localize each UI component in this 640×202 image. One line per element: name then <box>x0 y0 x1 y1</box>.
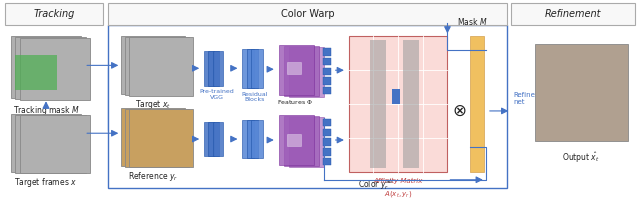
Text: Color $y_r^{ab}$: Color $y_r^{ab}$ <box>358 177 394 192</box>
FancyBboxPatch shape <box>323 48 331 56</box>
FancyBboxPatch shape <box>108 3 507 25</box>
Text: Target $x_t$: Target $x_t$ <box>135 98 171 111</box>
Text: $A(x_t, y_r)$: $A(x_t, y_r)$ <box>384 189 412 199</box>
FancyBboxPatch shape <box>121 108 185 166</box>
FancyBboxPatch shape <box>213 122 223 157</box>
FancyBboxPatch shape <box>125 109 189 167</box>
FancyBboxPatch shape <box>209 51 219 86</box>
FancyBboxPatch shape <box>129 109 193 167</box>
FancyBboxPatch shape <box>323 58 331 65</box>
FancyBboxPatch shape <box>323 77 331 85</box>
FancyBboxPatch shape <box>323 129 331 136</box>
Text: Affinity Matrix: Affinity Matrix <box>373 178 423 184</box>
FancyBboxPatch shape <box>470 36 484 172</box>
FancyBboxPatch shape <box>129 37 193 96</box>
FancyBboxPatch shape <box>15 37 86 99</box>
Text: Tracking mask $M$: Tracking mask $M$ <box>13 104 79 117</box>
Text: Reference $y_r$: Reference $y_r$ <box>128 170 178 183</box>
FancyBboxPatch shape <box>287 62 301 74</box>
FancyBboxPatch shape <box>125 37 189 95</box>
Text: $\otimes$: $\otimes$ <box>452 102 466 120</box>
FancyBboxPatch shape <box>289 117 324 167</box>
Text: Pre-trained
VGG: Pre-trained VGG <box>200 89 234 100</box>
FancyBboxPatch shape <box>243 120 253 158</box>
Text: Color Warp: Color Warp <box>281 9 334 19</box>
FancyBboxPatch shape <box>403 40 419 168</box>
FancyBboxPatch shape <box>349 36 447 172</box>
FancyBboxPatch shape <box>323 119 331 126</box>
FancyBboxPatch shape <box>121 36 185 95</box>
Text: Target frames $x$: Target frames $x$ <box>15 176 77 189</box>
FancyBboxPatch shape <box>204 122 214 157</box>
FancyBboxPatch shape <box>278 45 314 95</box>
FancyBboxPatch shape <box>251 49 262 88</box>
FancyBboxPatch shape <box>289 47 324 97</box>
Text: Tracking: Tracking <box>33 9 75 19</box>
Text: Refinement: Refinement <box>545 9 602 19</box>
FancyBboxPatch shape <box>204 51 214 86</box>
FancyBboxPatch shape <box>284 46 319 96</box>
FancyBboxPatch shape <box>213 51 223 86</box>
FancyBboxPatch shape <box>246 120 258 158</box>
Text: Mask $M$: Mask $M$ <box>457 16 488 27</box>
FancyBboxPatch shape <box>323 68 331 75</box>
FancyBboxPatch shape <box>20 115 90 173</box>
FancyBboxPatch shape <box>323 87 331 95</box>
FancyBboxPatch shape <box>511 3 636 25</box>
FancyBboxPatch shape <box>371 40 387 168</box>
FancyBboxPatch shape <box>209 122 219 157</box>
FancyBboxPatch shape <box>243 49 253 88</box>
FancyBboxPatch shape <box>392 89 400 104</box>
FancyBboxPatch shape <box>278 115 314 165</box>
FancyBboxPatch shape <box>15 115 86 173</box>
FancyBboxPatch shape <box>15 55 57 90</box>
Text: Residual
Blocks: Residual Blocks <box>242 92 268 102</box>
FancyBboxPatch shape <box>251 120 262 158</box>
FancyBboxPatch shape <box>287 134 301 146</box>
FancyBboxPatch shape <box>11 36 81 98</box>
Text: Refine
net: Refine net <box>513 92 535 105</box>
FancyBboxPatch shape <box>323 148 331 156</box>
FancyBboxPatch shape <box>11 114 81 172</box>
Text: Output $\hat{x}_t$: Output $\hat{x}_t$ <box>563 151 600 165</box>
FancyBboxPatch shape <box>4 3 103 25</box>
FancyBboxPatch shape <box>323 138 331 146</box>
FancyBboxPatch shape <box>536 44 628 141</box>
FancyBboxPatch shape <box>323 158 331 165</box>
FancyBboxPatch shape <box>284 116 319 166</box>
FancyBboxPatch shape <box>20 38 90 100</box>
FancyBboxPatch shape <box>246 49 258 88</box>
Text: Features $\Phi$: Features $\Phi$ <box>276 98 312 106</box>
